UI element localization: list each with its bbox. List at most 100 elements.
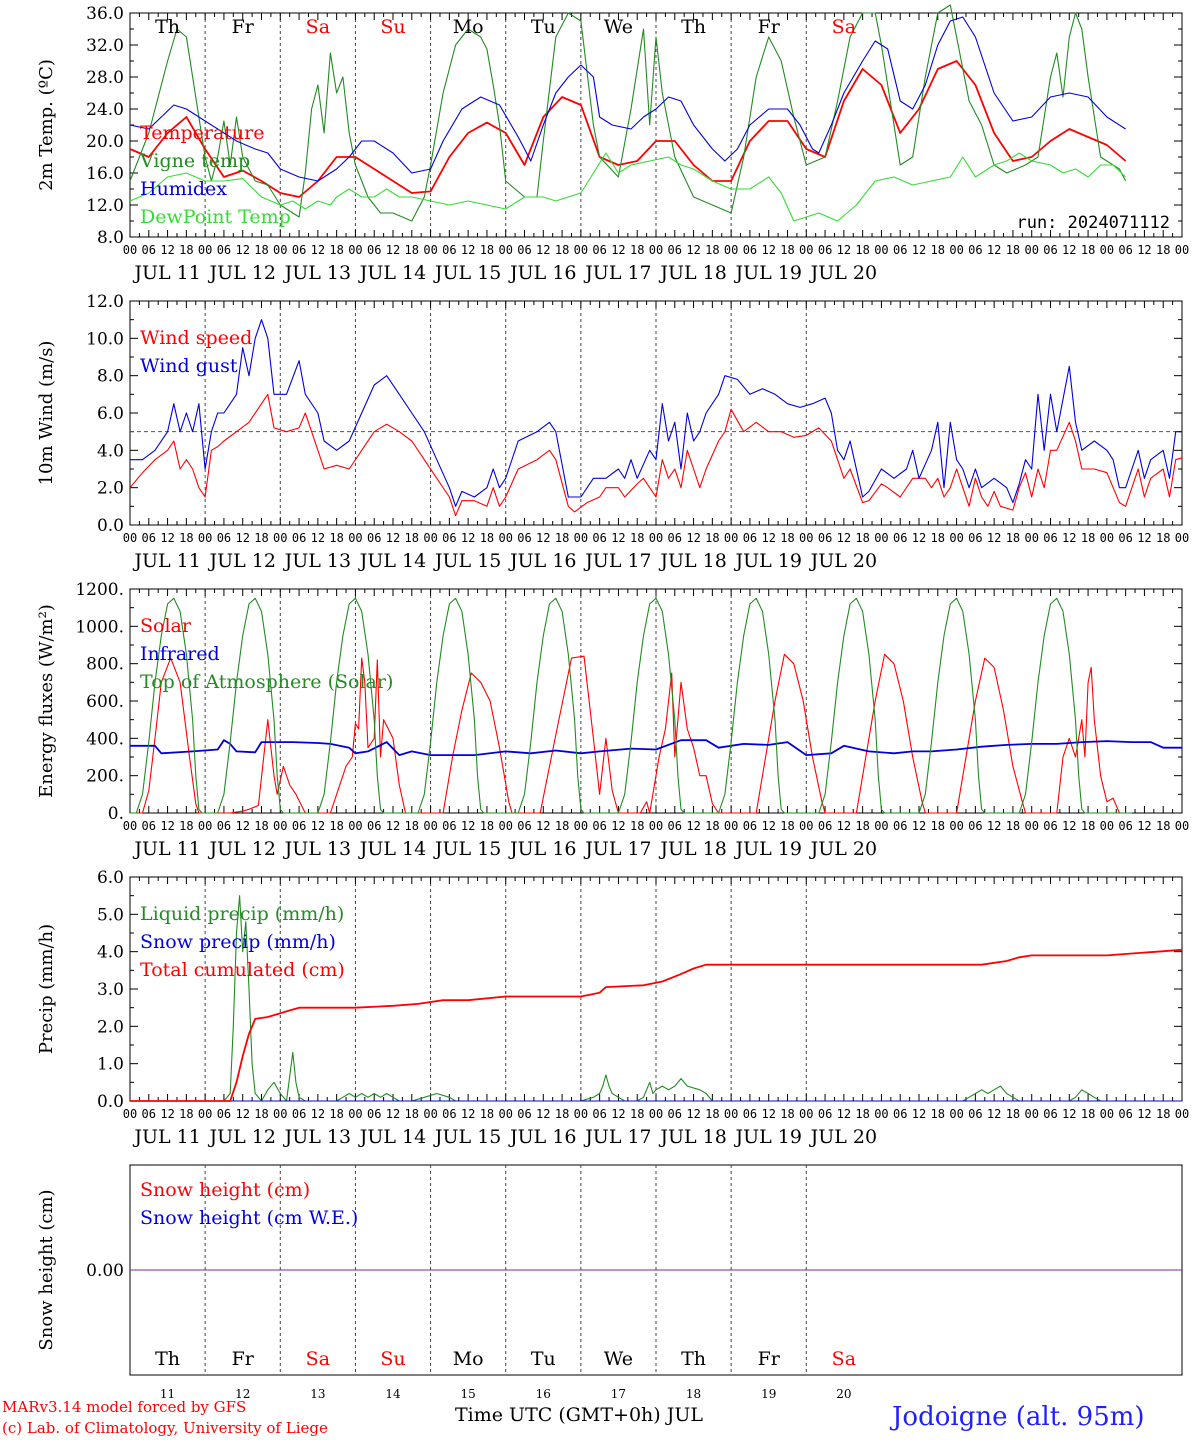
date-label: JUL 15 [433, 550, 501, 572]
hour-tick-label: 06 [442, 819, 456, 833]
legend-entry: DewPoint Temp [140, 206, 291, 228]
plot-frame [129, 300, 1183, 526]
date-label: JUL 13 [283, 838, 351, 860]
hour-tick-label: 12 [761, 531, 775, 545]
hour-tick-label: 18 [780, 243, 794, 257]
date-label: JUL 13 [283, 262, 351, 284]
hour-tick-label: 12 [686, 531, 700, 545]
day-number-label: 16 [536, 1387, 551, 1401]
hour-tick-label: 06 [968, 819, 982, 833]
hour-tick-label: 06 [968, 1107, 982, 1121]
hour-tick-label: 00 [1024, 1107, 1038, 1121]
hour-tick-label: 18 [405, 243, 419, 257]
date-label: JUL 14 [358, 550, 426, 572]
panel-2: 00 06 12 18 00 06 12 18 00 06 12 18 00 06 12 18 00 06 12 18… [36, 292, 1189, 572]
plot-frame [129, 12, 1183, 238]
panel-4: 00 06 12 18 00 06 12 18 00 06 12 18 00 06 12 18 00 06 12 18… [36, 868, 1189, 1148]
day-number-label: 19 [761, 1387, 776, 1401]
hour-tick-label: 12 [686, 1107, 700, 1121]
hour-tick-label: 06 [142, 531, 156, 545]
x-axis-title: Time UTC (GMT+0h) JUL [455, 1404, 703, 1426]
hour-tick-label: 00 [123, 531, 137, 545]
hour-tick-label: 06 [668, 1107, 682, 1121]
hour-tick-label: 12 [1062, 1107, 1076, 1121]
y-tick-label: 2.0 [97, 479, 124, 499]
hour-tick-label: 06 [592, 531, 606, 545]
hour-tick-label: 12 [1137, 819, 1151, 833]
hour-tick-label: 00 [799, 531, 813, 545]
hour-tick-label: 06 [1118, 531, 1132, 545]
date-label: JUL 20 [809, 1126, 877, 1148]
day-abbr-label: Mo [453, 1348, 484, 1370]
hour-tick-label: 06 [893, 243, 907, 257]
hour-tick-label: 12 [1137, 531, 1151, 545]
hour-tick-label: 00 [273, 819, 287, 833]
series-line-vigne-temp [129, 4, 1127, 222]
hour-tick-label: 18 [705, 819, 719, 833]
hour-tick-label: 18 [931, 1107, 945, 1121]
day-number-label: 11 [160, 1387, 175, 1401]
hour-tick-label: 12 [386, 819, 400, 833]
hour-tick-label: 18 [1156, 243, 1170, 257]
hour-tick-label: 12 [235, 819, 249, 833]
hour-tick-label: 18 [630, 1107, 644, 1121]
y-tick-label: 3.0 [97, 980, 124, 1000]
panel-5: 0.00 Snow height (cm) Snow height (cm) Snow… [36, 1164, 1183, 1401]
hour-tick-label: 12 [761, 1107, 775, 1121]
hour-tick-label: 18 [480, 819, 494, 833]
date-label: JUL 20 [809, 262, 877, 284]
y-tick-label: 400. [86, 729, 124, 749]
hour-tick-label: 12 [536, 1107, 550, 1121]
hour-tick-label: 12 [461, 531, 475, 545]
hour-tick-label: 12 [1062, 819, 1076, 833]
hour-tick-label: 06 [142, 243, 156, 257]
hour-tick-label: 00 [348, 1107, 362, 1121]
hour-tick-label: 00 [799, 1107, 813, 1121]
hour-tick-label: 18 [329, 1107, 343, 1121]
hour-tick-label: 00 [198, 1107, 212, 1121]
hour-tick-label: 12 [837, 531, 851, 545]
hour-tick-label: 12 [987, 1107, 1001, 1121]
hour-tick-label: 12 [611, 819, 625, 833]
hour-tick-label: 12 [311, 1107, 325, 1121]
hour-tick-label: 00 [874, 243, 888, 257]
hour-tick-label: 18 [780, 1107, 794, 1121]
hour-tick-label: 00 [949, 819, 963, 833]
hour-tick-label: 12 [311, 819, 325, 833]
y-tick-label: 0.00 [86, 1261, 124, 1281]
hour-tick-label: 00 [198, 531, 212, 545]
hour-tick-label: 12 [987, 819, 1001, 833]
hour-tick-label: 00 [799, 243, 813, 257]
footer-model-text: MARv3.14 model forced by GFS [2, 1398, 247, 1416]
day-abbr-label: Fr [232, 16, 255, 38]
hour-tick-label: 06 [592, 819, 606, 833]
hour-tick-label: 00 [498, 243, 512, 257]
hour-tick-label: 18 [555, 819, 569, 833]
day-abbr-label: Fr [758, 1348, 781, 1370]
hour-tick-label: 00 [574, 1107, 588, 1121]
panel-1: 00 06 12 18 00 06 12 18 00 06 12 18 00 06 12 18 00 06 12 18… [36, 4, 1189, 284]
date-label: JUL 19 [733, 1126, 801, 1148]
y-tick-label: 8.0 [97, 367, 124, 387]
run-annotation: run: 2024071112 [1016, 213, 1170, 233]
date-label: JUL 14 [358, 262, 426, 284]
y-tick-label: 0.0 [97, 1092, 124, 1112]
hour-tick-label: 18 [329, 243, 343, 257]
hour-tick-label: 18 [931, 531, 945, 545]
y-tick-label: 0.0 [97, 516, 124, 536]
hour-tick-label: 00 [423, 243, 437, 257]
hour-tick-label: 06 [367, 243, 381, 257]
legend-entry: Temperature [140, 122, 264, 144]
footer-copyright-text: (c) Lab. of Climatology, University of L… [2, 1419, 328, 1437]
hour-tick-label: 18 [630, 531, 644, 545]
hour-tick-label: 00 [724, 243, 738, 257]
legend-entry: Liquid precip (mm/h) [140, 903, 344, 925]
date-label: JUL 16 [508, 1126, 576, 1148]
hour-tick-label: 12 [761, 243, 775, 257]
hour-tick-label: 18 [1006, 1107, 1020, 1121]
date-label: JUL 19 [733, 838, 801, 860]
y-tick-label: 12.0 [86, 292, 124, 312]
hour-tick-label: 18 [555, 1107, 569, 1121]
hour-tick-label: 00 [423, 819, 437, 833]
hour-tick-label: 12 [1137, 1107, 1151, 1121]
